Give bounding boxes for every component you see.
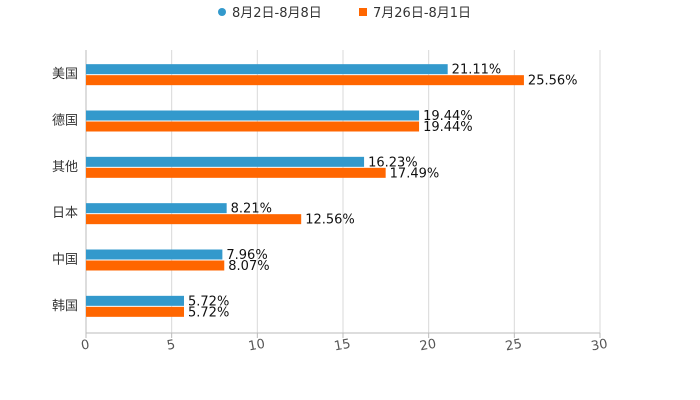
data-label: 5.72% bbox=[188, 305, 229, 320]
x-tick-label: 10 bbox=[247, 337, 266, 355]
data-labels: 21.11% 25.56% 19.44%19.44% 16.23%17.49% 8.21… bbox=[188, 63, 578, 321]
legend-label: 8月2日-8月8日 bbox=[232, 6, 322, 21]
bar-series2 bbox=[86, 75, 524, 86]
x-tick-label: 30 bbox=[590, 337, 609, 355]
x-tick-label: 5 bbox=[166, 337, 177, 353]
bar-series1 bbox=[86, 203, 227, 214]
category-label: 德国 bbox=[52, 114, 78, 129]
data-label: 8.07% bbox=[228, 259, 269, 274]
x-tick-label: 0 bbox=[80, 337, 91, 353]
data-label: 5.72% bbox=[188, 294, 229, 309]
data-label: 16.23% bbox=[368, 155, 418, 170]
category-label: 美国 bbox=[52, 67, 78, 82]
bar-series1 bbox=[86, 156, 365, 167]
bars bbox=[86, 64, 524, 317]
legend-marker bbox=[218, 8, 226, 16]
data-label: 19.44% bbox=[423, 109, 473, 124]
category-label: 中国 bbox=[52, 253, 78, 268]
x-axis-ticks: 0 5 10 15 20 25 30 bbox=[80, 333, 609, 354]
data-label: 12.56% bbox=[305, 213, 355, 228]
data-label: 25.56% bbox=[528, 74, 578, 89]
category-label: 日本 bbox=[52, 206, 78, 221]
bar-series1 bbox=[86, 249, 223, 260]
legend-label: 7月26日-8月1日 bbox=[373, 6, 471, 21]
category-label: 韩国 bbox=[52, 299, 78, 314]
x-tick-label: 15 bbox=[333, 337, 352, 355]
legend-marker bbox=[359, 8, 367, 16]
bar-series2 bbox=[86, 214, 302, 225]
grid-lines bbox=[85, 50, 601, 334]
legend: 8月2日-8月8日 7月26日-8月1日 bbox=[218, 6, 471, 21]
data-label: 21.11% bbox=[452, 63, 502, 78]
bar-series1 bbox=[86, 64, 448, 75]
data-label: 7.96% bbox=[226, 248, 267, 263]
bar-series2 bbox=[86, 306, 185, 317]
bar-series2 bbox=[86, 121, 420, 132]
data-label: 19.44% bbox=[423, 120, 473, 135]
x-tick-label: 25 bbox=[504, 337, 523, 355]
bar-series1 bbox=[86, 295, 185, 306]
bar-series2 bbox=[86, 260, 225, 271]
bar-series2 bbox=[86, 167, 386, 178]
data-label: 17.49% bbox=[390, 166, 440, 181]
category-label: 其他 bbox=[52, 160, 78, 175]
bar-series1 bbox=[86, 110, 420, 121]
data-label: 8.21% bbox=[231, 202, 272, 217]
x-tick-label: 20 bbox=[419, 337, 438, 355]
